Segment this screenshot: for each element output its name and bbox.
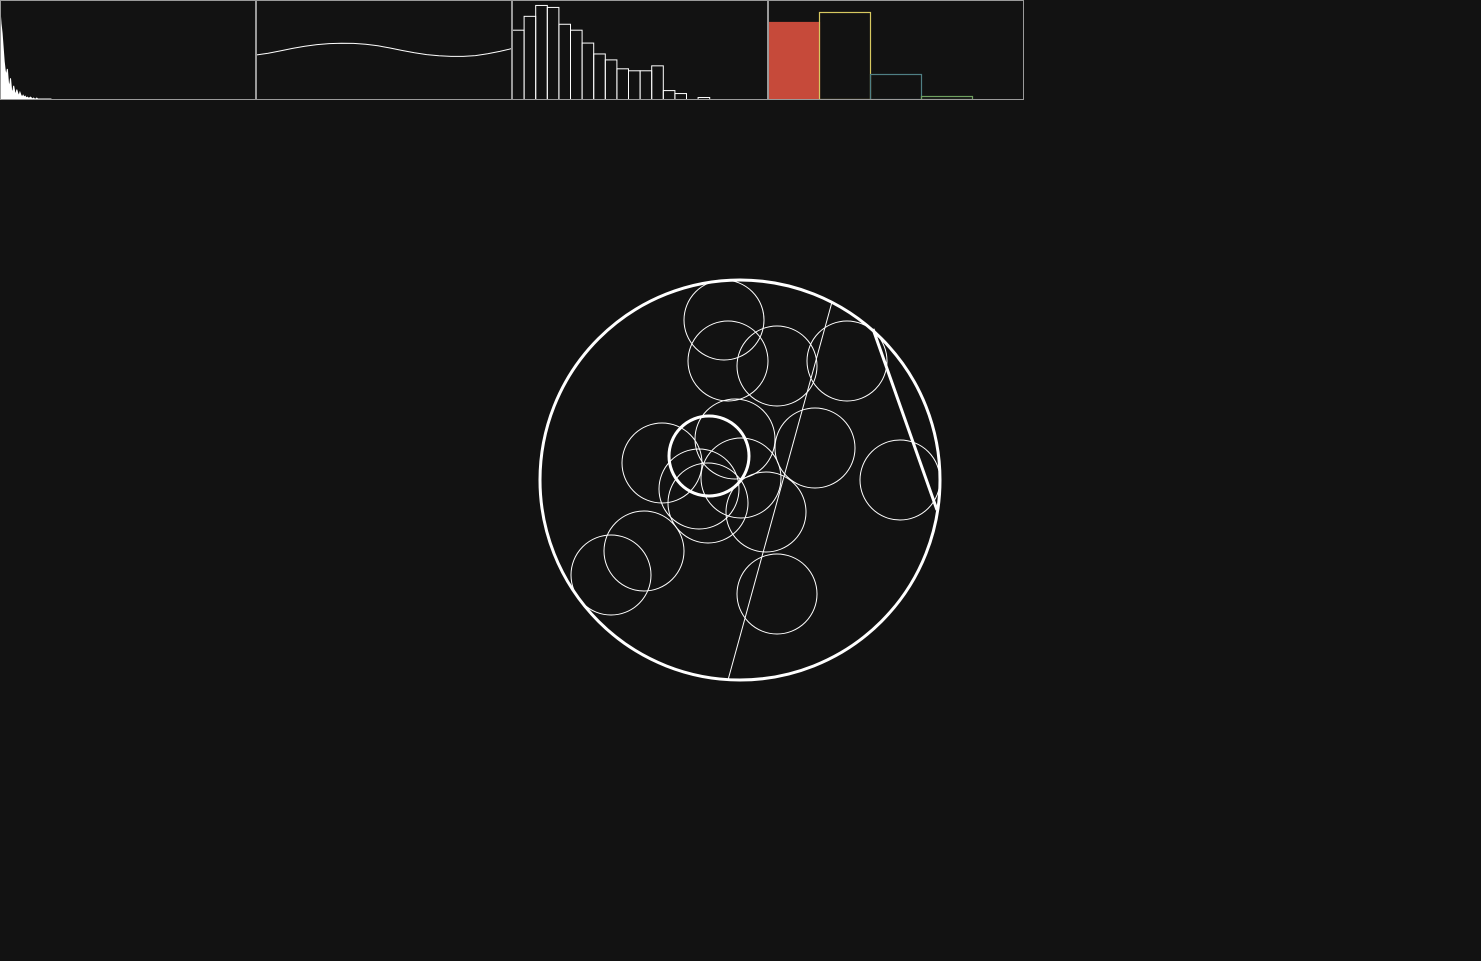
wall-segment-1 [727, 301, 833, 681]
area-chart-svg [0, 0, 256, 100]
particle-circle-4 [806, 320, 888, 402]
color-count-bar-chart [768, 0, 1024, 100]
line-series [256, 42, 512, 57]
line-chart-frame [256, 0, 512, 100]
particle-circle-1 [683, 279, 765, 361]
particle-circle-9 [700, 437, 782, 519]
particle-circle-13 [859, 439, 941, 521]
particle-circle-8 [621, 422, 703, 504]
histogram-svg [512, 0, 768, 100]
particle-circle-15 [570, 534, 652, 616]
line-chart-svg [256, 0, 512, 100]
particle-circle-11 [667, 462, 749, 544]
color-bar-chart-svg [768, 0, 1024, 100]
area-chart-frame [0, 0, 256, 100]
particle-circle-10 [658, 448, 740, 530]
wave-line-chart [256, 0, 512, 100]
particle-circle-3 [736, 325, 818, 407]
particle-circle-7 [774, 407, 856, 489]
histogram-chart [512, 0, 768, 100]
distribution-area-chart [0, 0, 256, 100]
color-bar-1 [768, 21, 821, 100]
particle-circle-5 [694, 398, 776, 480]
particle-circle-14 [603, 510, 685, 592]
particle-circle-16 [736, 553, 818, 635]
histogram-frame [512, 0, 768, 100]
particle-circle-12 [725, 471, 807, 553]
particle-circle-6 [667, 414, 751, 498]
particle-circle-2 [687, 320, 769, 402]
color-bar-frame [768, 0, 1024, 100]
wall-segment-2 [871, 328, 939, 511]
